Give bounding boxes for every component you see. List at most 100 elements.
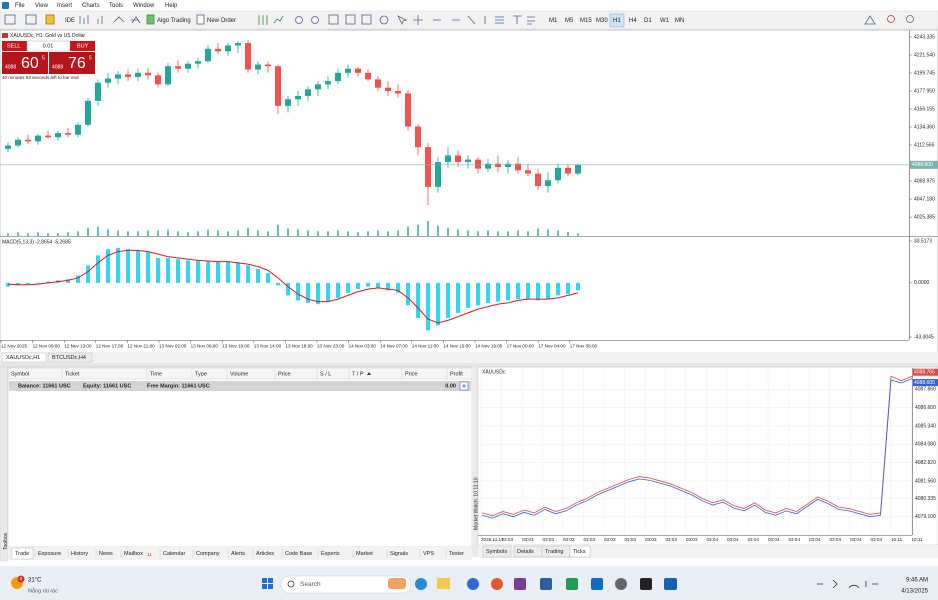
- sell-label[interactable]: SELL: [7, 43, 20, 49]
- terminal-tab[interactable]: Experts: [321, 551, 340, 557]
- column-header[interactable]: Ticket: [65, 371, 80, 377]
- app-icon[interactable]: [467, 578, 479, 590]
- column-header[interactable]: Price: [278, 371, 291, 377]
- search-box[interactable]: [280, 575, 412, 594]
- timeframe-button[interactable]: M30: [596, 18, 608, 24]
- timeframe-button[interactable]: M1: [549, 18, 558, 24]
- app-icon[interactable]: [514, 578, 526, 590]
- column-header[interactable]: Profit: [450, 371, 463, 377]
- terminal-tab[interactable]: Alerts: [231, 551, 245, 557]
- app-icon[interactable]: [437, 578, 450, 589]
- market-watch-tab[interactable]: [482, 545, 512, 558]
- column-header[interactable]: Symbol: [11, 371, 29, 377]
- terminal-tab[interactable]: Market: [356, 551, 373, 557]
- terminal-tab[interactable]: History: [71, 551, 88, 557]
- candle-body: [65, 133, 71, 135]
- terminal-tab[interactable]: Mailbox: [124, 551, 143, 557]
- buy-label[interactable]: BUY: [77, 43, 89, 49]
- app-icon[interactable]: [664, 578, 677, 590]
- new-order-button[interactable]: New Order: [207, 18, 236, 24]
- icon[interactable]: [4, 14, 16, 25]
- algo-trading-button[interactable]: Algo Trading: [157, 18, 191, 24]
- timeframe-button[interactable]: W1: [660, 18, 670, 24]
- column-header[interactable]: Price: [405, 371, 418, 377]
- search-icon: [287, 580, 295, 588]
- timeframe-button[interactable]: MN: [675, 18, 684, 24]
- menu-item[interactable]: Tools: [109, 3, 123, 9]
- icon[interactable]: [79, 15, 141, 24]
- terminal-tab[interactable]: Code Base: [285, 551, 312, 557]
- icon[interactable]: [146, 14, 155, 25]
- icon[interactable]: [258, 15, 284, 25]
- timeframe-button[interactable]: H4: [629, 18, 637, 24]
- candle-body: [355, 68, 361, 73]
- timeframe-button[interactable]: H1: [613, 18, 621, 24]
- app-icon[interactable]: [491, 578, 503, 590]
- market-watch-tab-label[interactable]: Trading: [545, 549, 563, 555]
- column-header[interactable]: Time: [150, 371, 162, 377]
- column-header[interactable]: Volume: [230, 371, 248, 377]
- menu-item[interactable]: File: [15, 3, 25, 9]
- icon[interactable]: [45, 14, 55, 25]
- column-header[interactable]: Type: [195, 371, 207, 377]
- terminal-tab[interactable]: Exposure: [38, 551, 61, 557]
- chart-tab-label[interactable]: BTCUSDc,H4: [52, 355, 86, 361]
- menu-item[interactable]: Insert: [57, 3, 72, 9]
- chart-tab[interactable]: [47, 352, 93, 363]
- sell-price-box[interactable]: [2, 52, 48, 74]
- app-icon[interactable]: [566, 578, 578, 590]
- timeframe-button[interactable]: M15: [580, 18, 592, 24]
- menu-item[interactable]: Charts: [82, 3, 100, 9]
- column-header[interactable]: S / L: [320, 371, 331, 377]
- menu-item[interactable]: Help: [165, 3, 178, 9]
- timeframe-button[interactable]: M5: [565, 18, 574, 24]
- icon[interactable]: [361, 14, 372, 25]
- icon[interactable]: [25, 14, 37, 25]
- terminal-tab[interactable]: Trade: [15, 551, 29, 557]
- tick-chart-panel: [477, 366, 938, 546]
- search-placeholder[interactable]: Search: [300, 581, 321, 588]
- icon[interactable]: [196, 14, 205, 25]
- terminal-tab[interactable]: Tester: [449, 551, 464, 557]
- chart-tab-label[interactable]: XAUUSDc,H1: [6, 355, 40, 361]
- icon[interactable]: [887, 15, 895, 23]
- buy-price-box[interactable]: [49, 52, 95, 74]
- chart-tab[interactable]: [1, 352, 47, 363]
- app-icon[interactable]: [640, 578, 652, 590]
- terminal-tab[interactable]: VPS: [423, 551, 434, 557]
- icon[interactable]: [906, 15, 914, 23]
- buy-button[interactable]: [70, 41, 95, 51]
- app-icon[interactable]: [615, 578, 627, 590]
- candle-body: [225, 45, 231, 52]
- sell-button[interactable]: [2, 41, 27, 51]
- market-watch-tab[interactable]: [569, 545, 591, 558]
- terminal-tab[interactable]: News: [99, 551, 113, 557]
- icon[interactable]: [379, 15, 389, 25]
- terminal-tab[interactable]: Articles: [256, 551, 274, 557]
- ide-button[interactable]: IDE: [65, 18, 75, 24]
- terminal-tab[interactable]: Company: [196, 551, 220, 557]
- menu-item[interactable]: Window: [133, 3, 155, 9]
- icon[interactable]: [345, 14, 356, 25]
- market-watch-tab-label[interactable]: Details: [517, 549, 534, 555]
- app-icon[interactable]: [415, 578, 427, 590]
- column-header[interactable]: T / P: [352, 371, 364, 377]
- icon[interactable]: [311, 16, 319, 24]
- start-icon[interactable]: [262, 578, 267, 583]
- active-tab[interactable]: [10, 547, 34, 560]
- app-icon[interactable]: [540, 578, 552, 590]
- menu-item[interactable]: View: [35, 3, 49, 9]
- icon[interactable]: [397, 15, 535, 26]
- icon[interactable]: [295, 16, 303, 24]
- candle-body: [325, 81, 331, 85]
- lot-value[interactable]: 0.01: [43, 43, 54, 49]
- tray-icons[interactable]: [817, 579, 878, 589]
- market-watch-tab-label[interactable]: Symbols: [486, 549, 507, 555]
- market-watch-tab-label[interactable]: Ticks: [573, 549, 586, 555]
- terminal-tab[interactable]: Calendar: [163, 551, 185, 557]
- terminal-tab[interactable]: Signals: [390, 551, 408, 557]
- icon[interactable]: [328, 14, 339, 25]
- app-icon[interactable]: [591, 578, 603, 590]
- timeframe-button[interactable]: D1: [644, 18, 652, 24]
- icon[interactable]: [864, 15, 876, 25]
